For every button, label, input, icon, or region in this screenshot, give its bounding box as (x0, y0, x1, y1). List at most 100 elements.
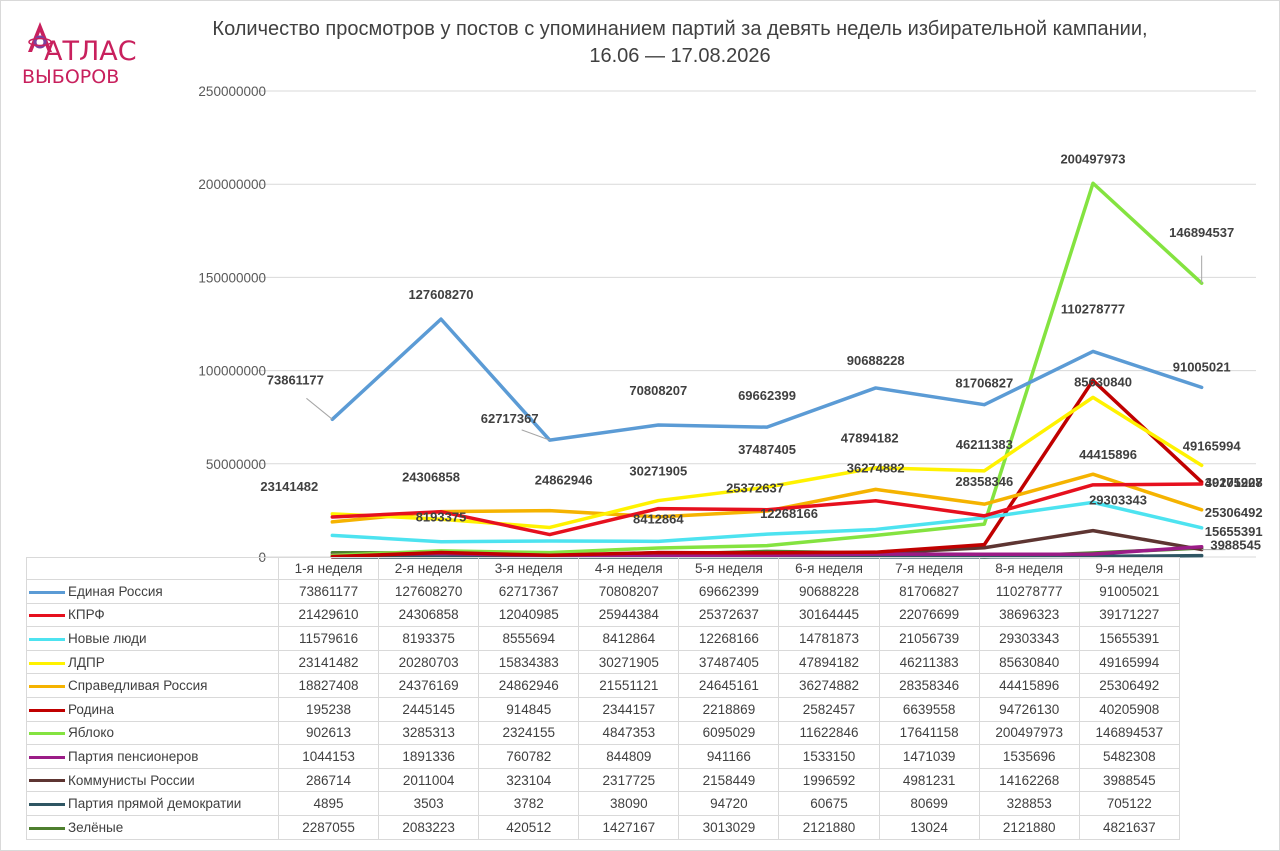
series-name: Родина (68, 701, 115, 717)
data-label: 90688228 (847, 353, 905, 368)
table-cell: 2324155 (478, 720, 580, 746)
leader-line (306, 397, 333, 420)
series-legend-cell: Зелёные (26, 814, 279, 840)
data-label: 49165994 (1183, 438, 1242, 453)
series-line-1 (330, 317, 1204, 442)
data-table: 1-я неделя 2-я неделя 3-я неделя 4-я неделя… (26, 557, 1180, 840)
table-row: Родина 195238 2445145 914845 2344157 2218869 2… (26, 696, 1180, 722)
table-cell: 200497973 (978, 720, 1080, 746)
table-cell: 1044153 (277, 744, 380, 769)
table-cell: 85630840 (978, 649, 1080, 675)
table-cell: 2344157 (578, 696, 680, 722)
table-cell: 24306858 (378, 602, 480, 628)
table-cell: 94720 (678, 791, 780, 816)
data-label: 47894182 (841, 431, 899, 446)
table-cell: 3988545 (1078, 767, 1180, 793)
data-label: 44415896 (1079, 447, 1137, 462)
series-legend-cell: Коммунисты России (26, 767, 279, 793)
series-name: Зелёные (68, 819, 124, 835)
series-name: ЛДПР (68, 654, 105, 670)
table-cell: 44415896 (978, 673, 1080, 698)
table-cell: 1996592 (778, 767, 880, 793)
series-name: Яблоко (68, 725, 114, 741)
table-cell: 2121880 (978, 814, 1080, 840)
table-cell: 81706827 (878, 579, 980, 604)
legend-swatch (29, 661, 65, 665)
table-cell: 2158449 (678, 767, 780, 793)
data-label: 25306492 (1205, 505, 1263, 520)
table-row: Яблоко 902613 3285313 2324155 4847353 6095029… (26, 720, 1180, 746)
data-label: 29303343 (1089, 492, 1147, 507)
table-cell: 11622846 (778, 720, 880, 746)
table-cell: 15655391 (1078, 626, 1180, 651)
table-row: Зелёные 2287055 2083223 420512 1427167 301302… (26, 814, 1180, 840)
table-cell: 8412864 (578, 626, 680, 651)
series-legend-cell: Единая Россия (26, 579, 279, 604)
series-line-4 (330, 395, 1204, 530)
data-label: 3988545 (1210, 538, 1261, 553)
category-header: 6-я неделя (778, 557, 880, 580)
table-row: Новые люди 11579616 8193375 8555694 8412864 1… (26, 626, 1180, 651)
legend-swatch (29, 685, 65, 689)
table-cell: 1535696 (978, 744, 1080, 769)
table-cell: 22076699 (878, 602, 980, 628)
table-cell: 110278777 (978, 579, 1080, 604)
table-cell: 23141482 (277, 649, 380, 675)
category-header: 5-я неделя (678, 557, 780, 580)
table-cell: 2218869 (678, 696, 780, 722)
legend-swatch (29, 614, 65, 618)
table-cell: 38090 (578, 791, 680, 816)
table-cell: 39171227 (1078, 602, 1180, 628)
category-header: 3-я неделя (478, 557, 580, 580)
data-label: 39171227 (1205, 475, 1263, 490)
table-cell: 8555694 (478, 626, 580, 651)
table-cell: 46211383 (878, 649, 980, 675)
legend-swatch (29, 826, 65, 830)
series-name: Коммунисты России (68, 772, 195, 788)
table-cell: 1471039 (878, 744, 980, 769)
legend-swatch (29, 755, 65, 759)
logo-icon (28, 22, 52, 52)
table-cell: 195238 (277, 696, 380, 722)
table-cell: 2287055 (277, 814, 380, 840)
table-row: ЛДПР 23141482 20280703 15834383 30271905 3748… (26, 649, 1180, 675)
series-legend-cell: КПРФ (26, 602, 279, 628)
leader-line (521, 429, 550, 441)
category-header: 1-я неделя (277, 557, 380, 580)
table-cell: 11579616 (277, 626, 380, 651)
series-name: Партия прямой демократии (68, 796, 242, 812)
table-cell: 69662399 (678, 579, 780, 604)
data-label: 8412864 (633, 511, 684, 526)
table-cell: 12268166 (678, 626, 780, 651)
table-cell: 21551121 (578, 673, 680, 698)
table-cell: 8193375 (378, 626, 480, 651)
category-header: 2-я неделя (378, 557, 480, 580)
data-label: 15655391 (1205, 524, 1263, 539)
legend-swatch (29, 732, 65, 736)
table-cell: 30164445 (778, 602, 880, 628)
y-tick-label: 200000000 (198, 177, 266, 192)
data-label: 70808207 (629, 383, 687, 398)
table-cell: 2083223 (378, 814, 480, 840)
title-line2: 16.06 — 17.08.2026 (589, 45, 771, 67)
y-tick-label: 250000000 (198, 84, 266, 99)
table-cell: 14162268 (978, 767, 1080, 793)
data-label: 23141482 (260, 479, 318, 494)
table-cell: 24645161 (678, 673, 780, 698)
table-cell: 12040985 (478, 602, 580, 628)
table-cell: 17641158 (878, 720, 980, 746)
table-cell: 1533150 (778, 744, 880, 769)
table-corner (26, 557, 279, 580)
table-cell: 4821637 (1078, 814, 1180, 840)
y-tick-label: 100000000 (198, 364, 266, 379)
data-label: 40205908 (1205, 475, 1263, 490)
table-cell: 36274882 (778, 673, 880, 698)
table-cell: 47894182 (778, 649, 880, 675)
table-cell: 90688228 (778, 579, 880, 604)
data-label: 30271905 (629, 464, 687, 479)
series-name: Единая Россия (68, 583, 163, 599)
series-name: Партия пенсионеров (68, 748, 199, 764)
table-cell: 914845 (478, 696, 580, 722)
data-label: 24862946 (535, 473, 593, 488)
series-legend-cell: Яблоко (26, 720, 279, 746)
